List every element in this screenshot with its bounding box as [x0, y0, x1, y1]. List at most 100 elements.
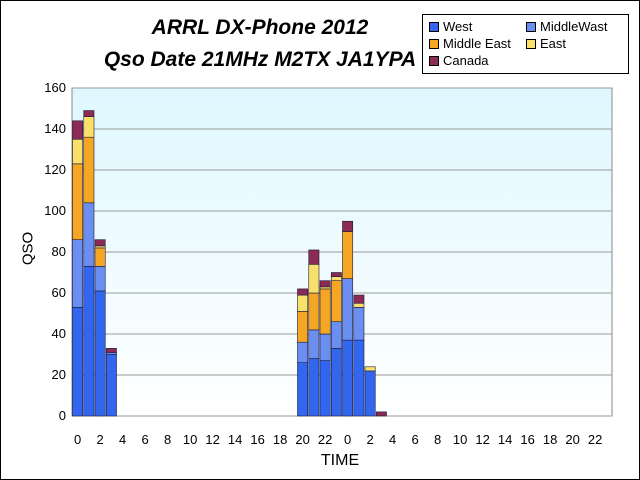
x-tick-label: 20 [295, 432, 309, 447]
legend-label-middle-east: Middle East [443, 36, 511, 51]
bar-segment-middlewast [308, 329, 320, 359]
bar-segment-canada [308, 249, 320, 265]
x-tick-label: 10 [183, 432, 197, 447]
x-tick-label: 6 [412, 432, 419, 447]
bar-segment-west [94, 290, 106, 417]
x-tick-label: 4 [119, 432, 126, 447]
bar-segment-canada [94, 239, 106, 247]
bar-segment-west [319, 360, 331, 417]
x-tick-label: 20 [565, 432, 579, 447]
legend: West MiddleWast Middle East East Canada [422, 14, 629, 74]
x-tick-label: 12 [205, 432, 219, 447]
bar-segment-middle-east [319, 288, 331, 335]
bar-segment-west [342, 339, 354, 417]
y-tick-label: 80 [52, 244, 66, 259]
x-tick-label: 18 [273, 432, 287, 447]
x-tick-label: 14 [498, 432, 512, 447]
bar-segment-west [83, 266, 95, 417]
chart-subtitle: Qso Date 21MHz M2TX JA1YPA [103, 48, 417, 71]
bar-segment-canada [375, 411, 387, 417]
y-ticks: 0 20 40 60 80 100 120 140 160 [44, 80, 66, 423]
bar-segment-east [72, 138, 84, 165]
x-tick-label: 8 [164, 432, 171, 447]
legend-swatch-west [429, 22, 439, 32]
x-tick-label: 0 [74, 432, 81, 447]
bar-segment-middlewast [353, 307, 365, 341]
grid-lines [72, 87, 612, 417]
y-tick-label: 140 [44, 121, 66, 136]
bar-segment-canada [342, 220, 354, 232]
legend-swatch-east [526, 39, 536, 49]
legend-swatch-middle-east [429, 39, 439, 49]
x-tick-label: 2 [97, 432, 104, 447]
bar-segment-middlewast [83, 202, 95, 267]
bars-group [72, 110, 387, 417]
bar-segment-middle-east [342, 231, 354, 279]
x-tick-label: 12 [475, 432, 489, 447]
bar-segment-east [83, 116, 95, 138]
legend-label-east: East [540, 36, 567, 51]
bar-segment-canada [319, 280, 331, 288]
bar-segment-west [72, 307, 84, 417]
bar-segment-canada [330, 272, 342, 277]
bar-segment-middlewast [330, 321, 342, 349]
bar-segment-east [94, 245, 106, 249]
x-tick-label: 8 [434, 432, 441, 447]
x-tick-label: 22 [588, 432, 602, 447]
y-tick-label: 40 [52, 326, 66, 341]
x-tick-label: 10 [453, 432, 467, 447]
x-ticks: 0 2 4 6 8 10 12 14 16 18 20 22 0 2 4 6 8 10 12 14 16 18 20 22 [74, 432, 602, 447]
bar-segment-east [319, 286, 331, 290]
x-tick-label: 2 [367, 432, 374, 447]
y-tick-label: 60 [52, 285, 66, 300]
chart-title: ARRL DX-Phone 2012 [151, 16, 369, 39]
x-tick-label: 6 [142, 432, 149, 447]
bar-segment-middlewast [319, 333, 331, 361]
x-tick-label: 14 [228, 432, 242, 447]
y-tick-label: 120 [44, 162, 66, 177]
y-tick-label: 0 [59, 408, 66, 423]
bar-segment-middlewast [297, 341, 309, 364]
bar-segment-east [308, 263, 320, 294]
y-tick-label: 160 [44, 80, 66, 95]
legend-label-west: West [443, 19, 473, 34]
bar-segment-canada [353, 294, 365, 304]
x-tick-label: 18 [543, 432, 557, 447]
bar-segment-middlewast [94, 266, 106, 292]
bar-segment-canada [297, 288, 309, 296]
y-tick-label: 20 [52, 367, 66, 382]
bar-segment-canada [105, 348, 117, 353]
bar-segment-west [105, 354, 117, 417]
x-tick-label: 16 [250, 432, 264, 447]
legend-label-canada: Canada [443, 53, 489, 68]
bar-segment-middlewast [72, 239, 84, 308]
x-tick-label: 0 [344, 432, 351, 447]
bar-segment-middle-east [83, 136, 95, 204]
bar-segment-east [353, 302, 365, 308]
bar-segment-canada [83, 110, 95, 118]
x-tick-label: 4 [389, 432, 396, 447]
legend-swatch-canada [429, 56, 439, 66]
bar-segment-east [364, 366, 376, 372]
x-tick-label: 22 [318, 432, 332, 447]
bar-segment-middle-east [308, 292, 320, 331]
bar-segment-west [297, 362, 309, 417]
x-tick-label: 16 [520, 432, 534, 447]
legend-swatch-middlewast [526, 22, 536, 32]
bar-segment-middlewast [342, 278, 354, 341]
legend-label-middlewast: MiddleWast [540, 19, 608, 34]
bar-segment-west [364, 370, 376, 417]
bar-segment-west [353, 339, 365, 417]
x-axis-label: TIME [320, 452, 360, 469]
bar-segment-east [330, 276, 342, 282]
bar-segment-middle-east [72, 163, 84, 241]
bar-segment-middle-east [297, 311, 309, 343]
bar-segment-middle-east [94, 247, 106, 267]
bar-segment-west [330, 348, 342, 417]
y-tick-label: 100 [44, 203, 66, 218]
bar-segment-east [297, 294, 309, 312]
bar-segment-middle-east [330, 280, 342, 323]
bar-segment-canada [72, 120, 84, 140]
bar-segment-middlewast [105, 352, 117, 355]
